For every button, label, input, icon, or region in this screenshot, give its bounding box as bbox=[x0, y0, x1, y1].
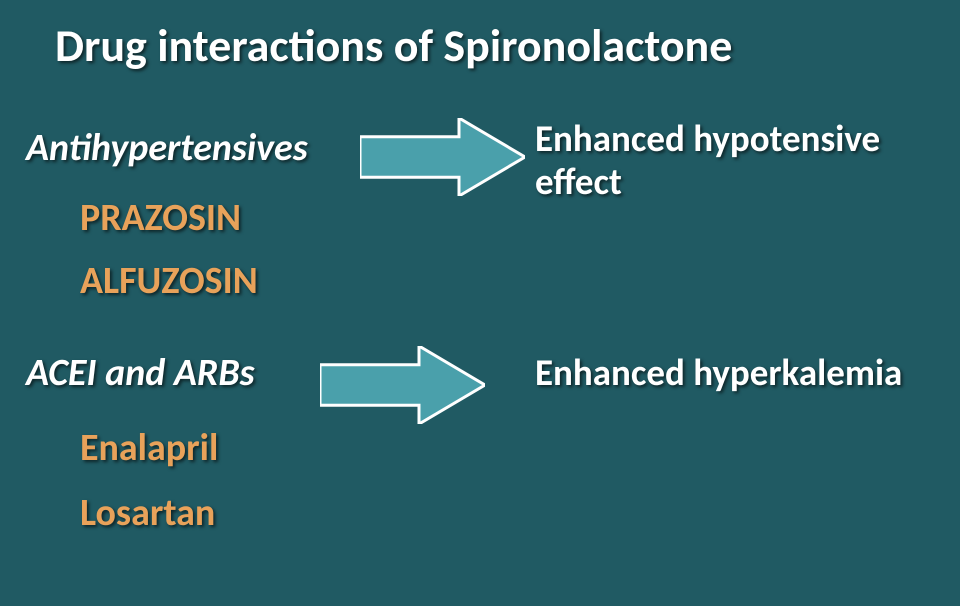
section2-drug-0: Enalapril bbox=[80, 425, 218, 471]
section2-effect: Enhanced hyperkalemia bbox=[535, 352, 955, 395]
section2-category: ACEI and ARBs bbox=[26, 350, 255, 396]
section2-drug-1: Losartan bbox=[80, 490, 215, 536]
section1-drug-0: PRAZOSIN bbox=[80, 195, 241, 241]
section1-arrow-icon bbox=[360, 118, 525, 196]
section1-drug-1: ALFUZOSIN bbox=[80, 258, 258, 304]
section1-category: Antihypertensives bbox=[26, 125, 308, 171]
section2-arrow-icon bbox=[320, 346, 485, 424]
slide-title: Drug interactions of Spironolactone bbox=[55, 18, 732, 74]
section1-effect: Enhanced hypotensive effect bbox=[535, 118, 955, 203]
